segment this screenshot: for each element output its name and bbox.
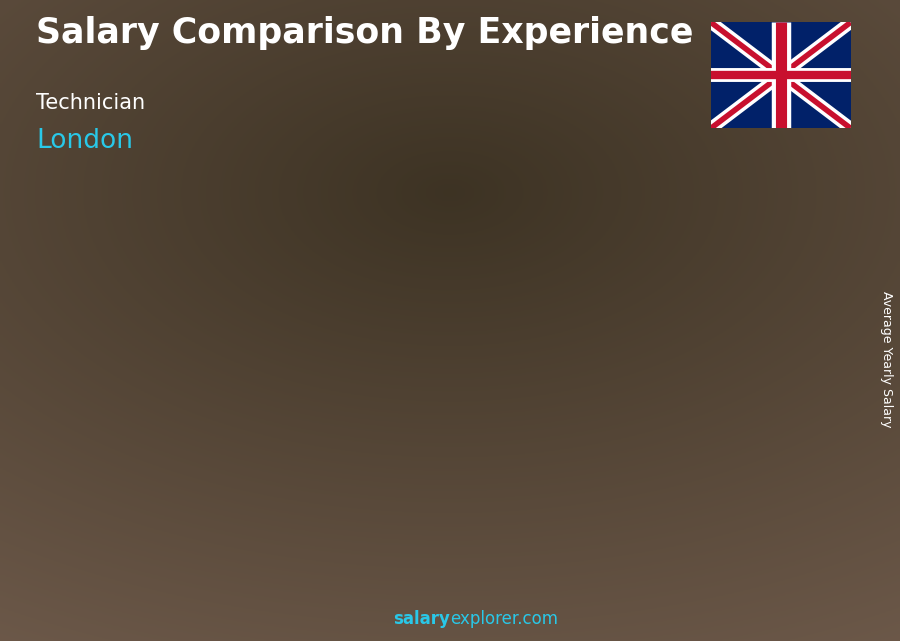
Text: Salary Comparison By Experience: Salary Comparison By Experience — [36, 16, 693, 50]
Bar — [472, 290, 538, 551]
Text: 22,200 GBP: 22,200 GBP — [233, 329, 328, 344]
Bar — [787, 244, 794, 551]
Text: London: London — [36, 128, 133, 154]
Text: 11,300 GBP: 11,300 GBP — [0, 435, 73, 449]
Bar — [727, 244, 794, 551]
Bar — [404, 338, 410, 551]
Bar — [344, 338, 410, 551]
Bar — [531, 290, 538, 551]
Text: 27,100 GBP: 27,100 GBP — [361, 284, 456, 299]
Text: +8%: +8% — [658, 195, 715, 215]
Text: +48%: +48% — [267, 289, 339, 309]
Text: 15,000 GBP: 15,000 GBP — [104, 396, 201, 411]
Text: explorer.com: explorer.com — [450, 610, 558, 628]
Text: Average Yearly Salary: Average Yearly Salary — [880, 291, 893, 427]
Bar — [659, 268, 666, 551]
Text: Technician: Technician — [36, 93, 145, 113]
Text: +9%: +9% — [530, 219, 587, 238]
Text: salary: salary — [393, 610, 450, 628]
Bar — [276, 407, 283, 551]
Text: 32,000 GBP: 32,000 GBP — [616, 239, 712, 254]
Text: +34%: +34% — [140, 358, 212, 378]
Text: +22%: +22% — [395, 242, 467, 262]
Bar — [599, 268, 666, 551]
Bar — [216, 407, 283, 551]
Bar — [88, 442, 155, 551]
Text: 29,500 GBP: 29,500 GBP — [489, 262, 584, 277]
Bar — [148, 442, 155, 551]
